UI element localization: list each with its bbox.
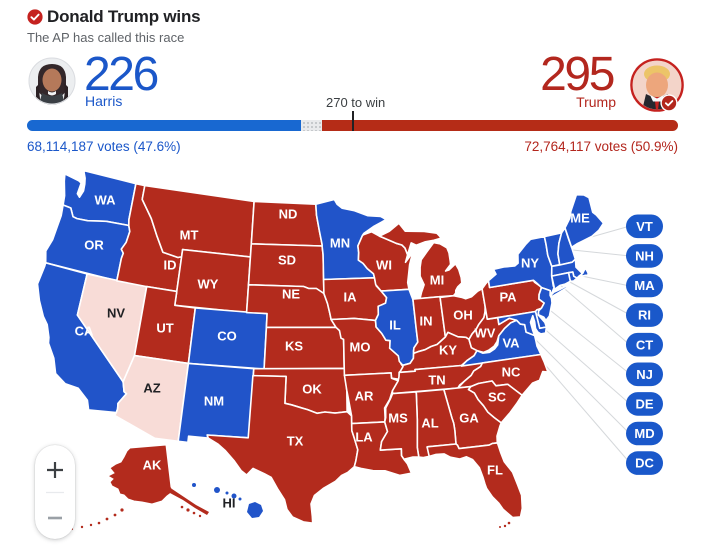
svg-text:AK: AK (143, 458, 162, 473)
svg-text:NM: NM (204, 394, 224, 409)
svg-text:NJ: NJ (636, 367, 653, 382)
svg-text:AL: AL (421, 416, 438, 431)
svg-text:DE: DE (635, 397, 653, 412)
svg-text:GA: GA (459, 411, 479, 426)
svg-text:NY: NY (521, 256, 539, 271)
svg-text:MA: MA (634, 278, 655, 293)
svg-text:OR: OR (84, 238, 104, 253)
svg-text:TX: TX (287, 434, 304, 449)
svg-text:MT: MT (180, 228, 199, 243)
svg-text:ND: ND (279, 207, 298, 222)
svg-text:LA: LA (355, 430, 373, 445)
svg-text:PA: PA (499, 290, 517, 305)
svg-text:SD: SD (278, 253, 296, 268)
svg-text:MD: MD (634, 426, 654, 441)
svg-text:NE: NE (282, 287, 300, 302)
svg-text:MS: MS (388, 411, 408, 426)
svg-text:TN: TN (428, 373, 445, 388)
svg-text:VT: VT (636, 219, 653, 234)
svg-text:WI: WI (376, 258, 392, 273)
svg-text:SC: SC (488, 390, 507, 405)
svg-text:UT: UT (156, 321, 173, 336)
svg-text:AR: AR (355, 389, 374, 404)
svg-text:NH: NH (635, 249, 654, 264)
svg-text:DC: DC (635, 456, 654, 471)
svg-text:MN: MN (330, 236, 350, 251)
svg-text:IN: IN (420, 314, 433, 329)
svg-text:OH: OH (453, 308, 473, 323)
svg-text:CA: CA (75, 324, 94, 339)
svg-text:CT: CT (636, 337, 653, 352)
svg-text:ME: ME (570, 211, 590, 226)
svg-text:MI: MI (430, 273, 444, 288)
svg-text:IA: IA (344, 290, 358, 305)
svg-text:WV: WV (475, 326, 496, 341)
svg-text:ID: ID (164, 258, 177, 273)
svg-text:NC: NC (502, 365, 521, 380)
svg-text:KY: KY (439, 343, 457, 358)
svg-text:HI: HI (223, 496, 236, 511)
svg-text:KS: KS (285, 339, 303, 354)
svg-text:VA: VA (502, 336, 520, 351)
svg-text:RI: RI (638, 308, 651, 323)
svg-text:WY: WY (198, 277, 219, 292)
svg-text:AZ: AZ (143, 381, 160, 396)
svg-text:FL: FL (487, 463, 503, 478)
svg-text:NV: NV (107, 306, 125, 321)
svg-text:CO: CO (217, 329, 237, 344)
svg-text:MO: MO (350, 340, 371, 355)
svg-text:IL: IL (389, 318, 401, 333)
svg-text:WA: WA (95, 193, 117, 208)
svg-text:OK: OK (302, 382, 322, 397)
